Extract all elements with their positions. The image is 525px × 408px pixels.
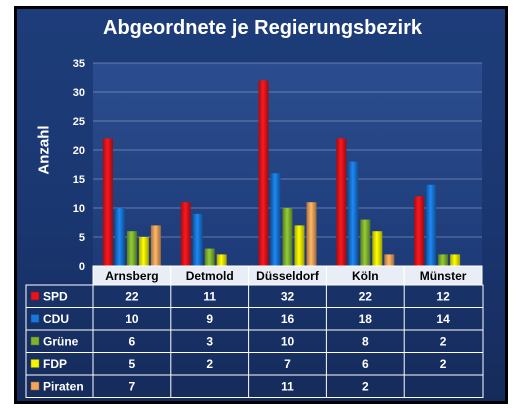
bar-piraten-düsseldorf <box>306 202 317 266</box>
legend-key-grüne <box>30 336 40 346</box>
y-tick-label: 30 <box>73 87 85 99</box>
data-label: 12 <box>436 290 450 304</box>
bar-spd-münster <box>414 196 425 266</box>
legend-key-piraten <box>30 381 40 391</box>
legend-key-spd <box>30 291 40 301</box>
data-label: 9 <box>206 312 213 326</box>
data-label: 16 <box>281 312 295 326</box>
data-label: 32 <box>281 290 295 304</box>
legend-label: Grüne <box>43 335 79 349</box>
data-label: 22 <box>125 290 139 304</box>
data-label: 10 <box>281 335 295 349</box>
bar-cdu-detmold <box>192 213 203 266</box>
data-label: 5 <box>129 357 136 371</box>
data-label: 2 <box>362 380 369 394</box>
bar-spd-detmold <box>180 202 191 266</box>
y-tick-label: 5 <box>79 232 85 244</box>
y-tick-label: 25 <box>73 116 85 128</box>
bar-spd-arnsberg <box>102 138 113 266</box>
data-label: 6 <box>129 335 136 349</box>
legend-label: FDP <box>43 357 67 371</box>
data-label: 3 <box>206 335 213 349</box>
data-label: 8 <box>362 335 369 349</box>
legend-label: SPD <box>43 290 68 304</box>
data-label: 14 <box>436 312 450 326</box>
y-tick-label: 10 <box>73 203 85 215</box>
bar-fdp-arnsberg <box>138 237 149 266</box>
legend-key-cdu <box>30 314 40 323</box>
data-label: 11 <box>281 380 294 394</box>
bar-grüne-detmold <box>204 248 215 266</box>
category-label: Münster <box>420 269 467 283</box>
y-tick-label: 35 <box>73 58 85 70</box>
y-tick-label: 0 <box>79 261 85 273</box>
category-label: Detmold <box>186 269 234 283</box>
data-label: 22 <box>359 290 373 304</box>
category-label: Düsseldorf <box>256 269 320 283</box>
data-label: 11 <box>203 290 216 304</box>
bar-grüne-düsseldorf <box>282 208 293 266</box>
y-tick-label: 20 <box>73 145 85 157</box>
bar-fdp-detmold <box>216 254 227 266</box>
category-label: Köln <box>352 269 379 283</box>
legend-label: Piraten <box>43 380 84 394</box>
bar-grüne-arnsberg <box>126 231 137 266</box>
category-label: Arnsberg <box>105 269 158 283</box>
table-row <box>25 352 484 376</box>
bar-spd-düsseldorf <box>258 80 269 267</box>
bar-cdu-münster <box>426 184 437 266</box>
bar-spd-köln <box>336 138 347 266</box>
table-row <box>25 307 484 331</box>
data-label: 2 <box>440 357 447 371</box>
bar-grüne-münster <box>438 254 449 266</box>
y-tick-label: 15 <box>73 174 85 186</box>
bar-piraten-köln <box>384 254 395 266</box>
chart-title: Abgeordnete je Regierungsbezirk <box>103 17 422 39</box>
bar-fdp-münster <box>450 254 461 266</box>
bar-cdu-arnsberg <box>114 208 125 266</box>
legend-key-fdp <box>30 359 40 368</box>
bar-fdp-köln <box>372 231 383 266</box>
bar-cdu-düsseldorf <box>270 173 281 266</box>
data-label: 6 <box>362 357 369 371</box>
data-label: 7 <box>129 380 136 394</box>
bar-fdp-düsseldorf <box>294 225 305 266</box>
data-label: 2 <box>440 335 447 349</box>
bar-grüne-köln <box>360 219 371 266</box>
table-row <box>25 329 484 353</box>
data-label: 2 <box>206 357 213 371</box>
data-label: 18 <box>359 312 373 326</box>
data-label: 7 <box>284 357 291 371</box>
bar-piraten-arnsberg <box>150 225 161 266</box>
legend-label: CDU <box>43 312 69 326</box>
data-label: 10 <box>125 312 139 326</box>
table-row <box>25 374 484 398</box>
bar-cdu-köln <box>348 161 359 266</box>
table-row <box>25 284 484 308</box>
